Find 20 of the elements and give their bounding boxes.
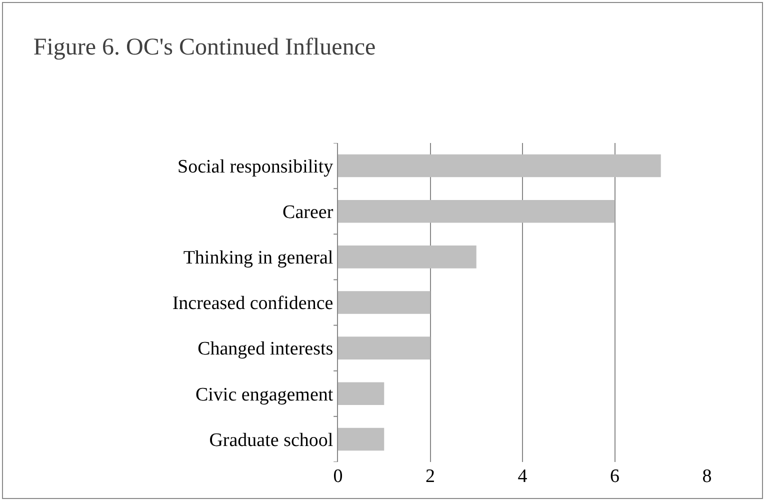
y-tick-label: Changed interests [198,338,334,360]
x-tick-label: 8 [702,466,712,487]
bar [338,428,384,451]
y-tick-label: Social responsibility [178,156,334,178]
y-tick-label: Thinking in general [183,248,334,269]
bar [338,382,384,406]
bar [338,246,476,268]
chart-title: Figure 6. OC's Continued Influence [33,34,376,60]
x-tick-label: 6 [610,466,620,487]
bar [338,291,430,314]
bar [338,336,430,360]
y-tick-label: Civic engagement [195,384,334,406]
x-tick-label: 4 [518,466,528,487]
y-tick-label: Career [282,202,334,224]
y-tick-label: Increased confidence [172,293,334,314]
y-tick-label: Graduate school [209,430,334,451]
x-tick-label: 0 [333,466,343,487]
bar [338,154,661,178]
x-tick-label: 2 [426,466,435,487]
bar [338,200,615,223]
